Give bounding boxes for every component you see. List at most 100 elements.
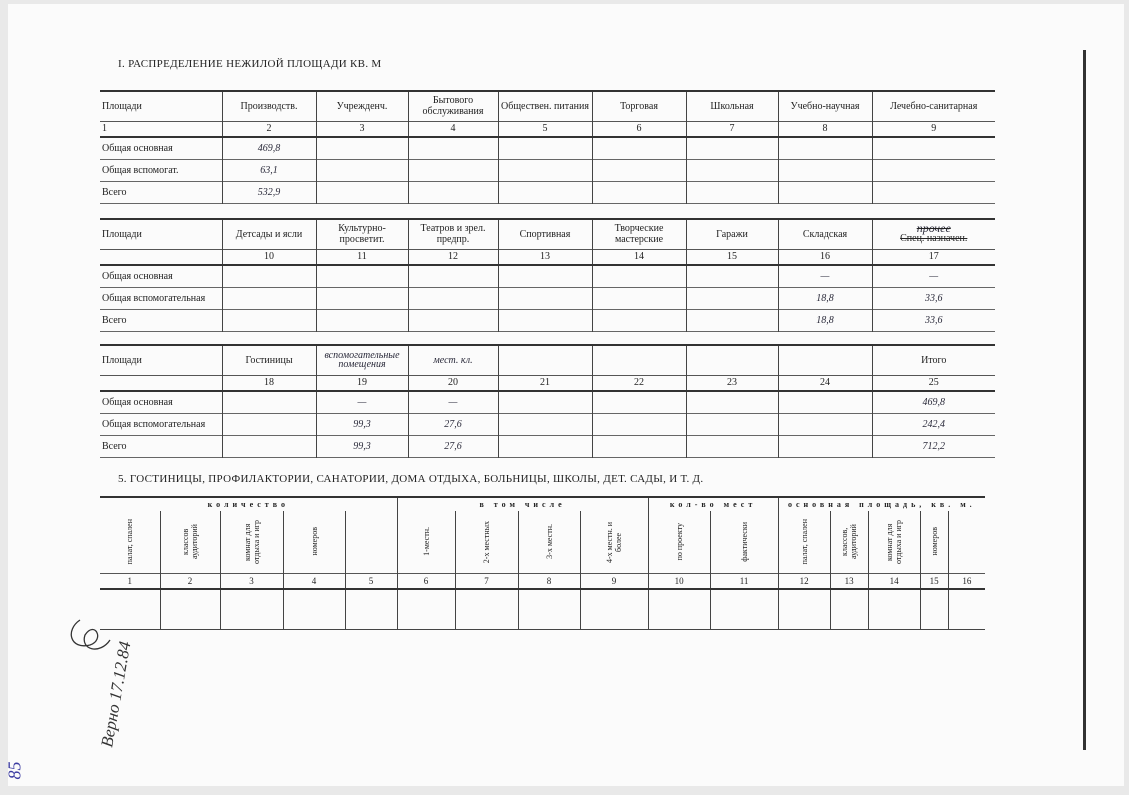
column-header: по проекту [647,511,711,573]
header-row-cell: Складская [777,219,872,249]
data-row-cell: Общая вспомогат. [102,164,179,176]
column-number-row-cell: 9 [871,121,995,137]
column-number: 14 [867,573,921,589]
empty-cell [777,589,831,629]
header-row-cell: Лечебно-санитарная [871,91,995,121]
data-row-cell: — [315,391,408,413]
data-row-cell [591,413,686,435]
header-row-cell: Спортивная [497,219,592,249]
column-number-row-cell: 23 [685,375,778,391]
data-row: Общая вспомогательная 99,3 27,6 242,4 [100,413,995,435]
column-number: 7 [454,573,519,589]
header-row-cell: вспомогательные помещения [315,345,408,375]
column-number-row-cell: 16 [777,249,872,265]
column-header: номеров [919,511,949,573]
data-row-cell [497,181,592,203]
column-number-row-cell: 6 [591,121,686,137]
page-number: 85 [4,761,25,780]
empty-cell [647,589,711,629]
empty-cell [517,589,581,629]
data-row-cell: — [871,265,995,287]
column-number-row-cell: 21 [497,375,592,391]
header-annotation: прочее [916,221,951,236]
header-row-cell: Площади [102,354,142,366]
column-number-row-cell: 15 [685,249,778,265]
data-row: Всего 532,9 [100,181,995,203]
data-row: Общая основная 469,8 [100,137,995,159]
header-row: Площади Гостиницы вспомогательные помещени… [100,345,995,375]
data-row-cell [685,413,778,435]
header-row-cell [777,345,872,375]
column-number-row-cell: 3 [315,121,408,137]
header-row-cell: Итого [871,345,995,375]
column-header-label: номеров [929,527,939,557]
data-row-cell [685,309,778,331]
column-number-row-cell: 17 [871,249,995,265]
column-number: 6 [396,573,456,589]
data-row-cell [685,265,778,287]
header-row-cell: Обществен. питания [497,91,592,121]
header-row-cell: Гостиницы [221,345,316,375]
column-header: классов, аудиторий [829,511,869,573]
header-row-cell: мест. кл. [407,345,498,375]
header-row-cell: Творческие мастерские [591,219,686,249]
header-row-cell: прочее Спец. назначен. [871,219,995,249]
header-row-cell: Школьная [685,91,778,121]
data-row-cell [315,159,408,181]
data-row: Всего 99,3 27,6 712,2 [100,435,995,457]
data-row-cell [315,287,408,309]
data-row-cell: Всего [102,314,127,326]
data-row-cell [315,181,408,203]
header-row-cell: Производств. [221,91,316,121]
header-row: Площади Производств. Учрежденч. Бытового об… [100,91,995,121]
data-row-cell: 18,8 [777,287,872,309]
column-header: палат, спален [777,511,831,573]
data-row-cell [315,309,408,331]
data-row-cell: 242,4 [871,413,995,435]
column-number: 15 [919,573,949,589]
column-header: палат, спален [100,511,160,573]
header-row-cell: Бытового обслуживания [407,91,498,121]
data-row-cell [497,435,592,457]
empty-cell [709,589,779,629]
data-row-cell [221,413,316,435]
data-row: Общая основная — — [100,265,995,287]
column-header: классов аудиторий [159,511,220,573]
data-row-cell: 18,8 [777,309,872,331]
group-header: в том числе [396,497,649,511]
column-header: фактически [709,511,779,573]
header-row-cell: Площади [102,100,142,112]
column-number: 16 [947,573,986,589]
header-row-cell: Культурно-просветит. [315,219,408,249]
column-number-row-cell: 7 [685,121,778,137]
data-row-cell [221,309,316,331]
column-number-row-cell: 14 [591,249,686,265]
column-header-label: 4-х местн. и более [605,521,624,563]
data-row-cell: Общая вспомогательная [102,292,206,304]
data-row-cell [407,309,498,331]
data-row-cell [777,159,872,181]
column-number: 4 [282,573,345,589]
column-header-label: номеров [309,527,319,557]
column-number-row-cell: 18 [221,375,316,391]
column-header: 2-х местных [454,511,519,573]
column-number: 3 [219,573,283,589]
column-number-row-cell: 2 [221,121,316,137]
signature-date: Верно 17.12.84 [97,639,134,748]
data-row-cell: 33,6 [871,287,995,309]
column-header: 1-местн. [396,511,456,573]
column-number-row: 10 11 12 13 14 15 16 17 [100,249,995,265]
empty-cell [219,589,283,629]
data-row-cell [221,391,316,413]
data-row-cell [871,137,995,159]
header-row-cell: Гаражи [685,219,778,249]
column-header: 4-х местн. и более [579,511,649,573]
data-row-cell [407,159,498,181]
data-row-cell [591,309,686,331]
data-row: Общая вспомогательная 18,8 33,6 [100,287,995,309]
column-number-row: 1 2 3 4 5 6 7 8 9 10 11 12 13 14 15 16 [100,573,986,589]
data-row-cell: 712,2 [871,435,995,457]
area-table-block-2: Площади Детсады и ясли Культурно-просветит… [100,218,995,332]
header-row-cell: Детсады и ясли [221,219,316,249]
